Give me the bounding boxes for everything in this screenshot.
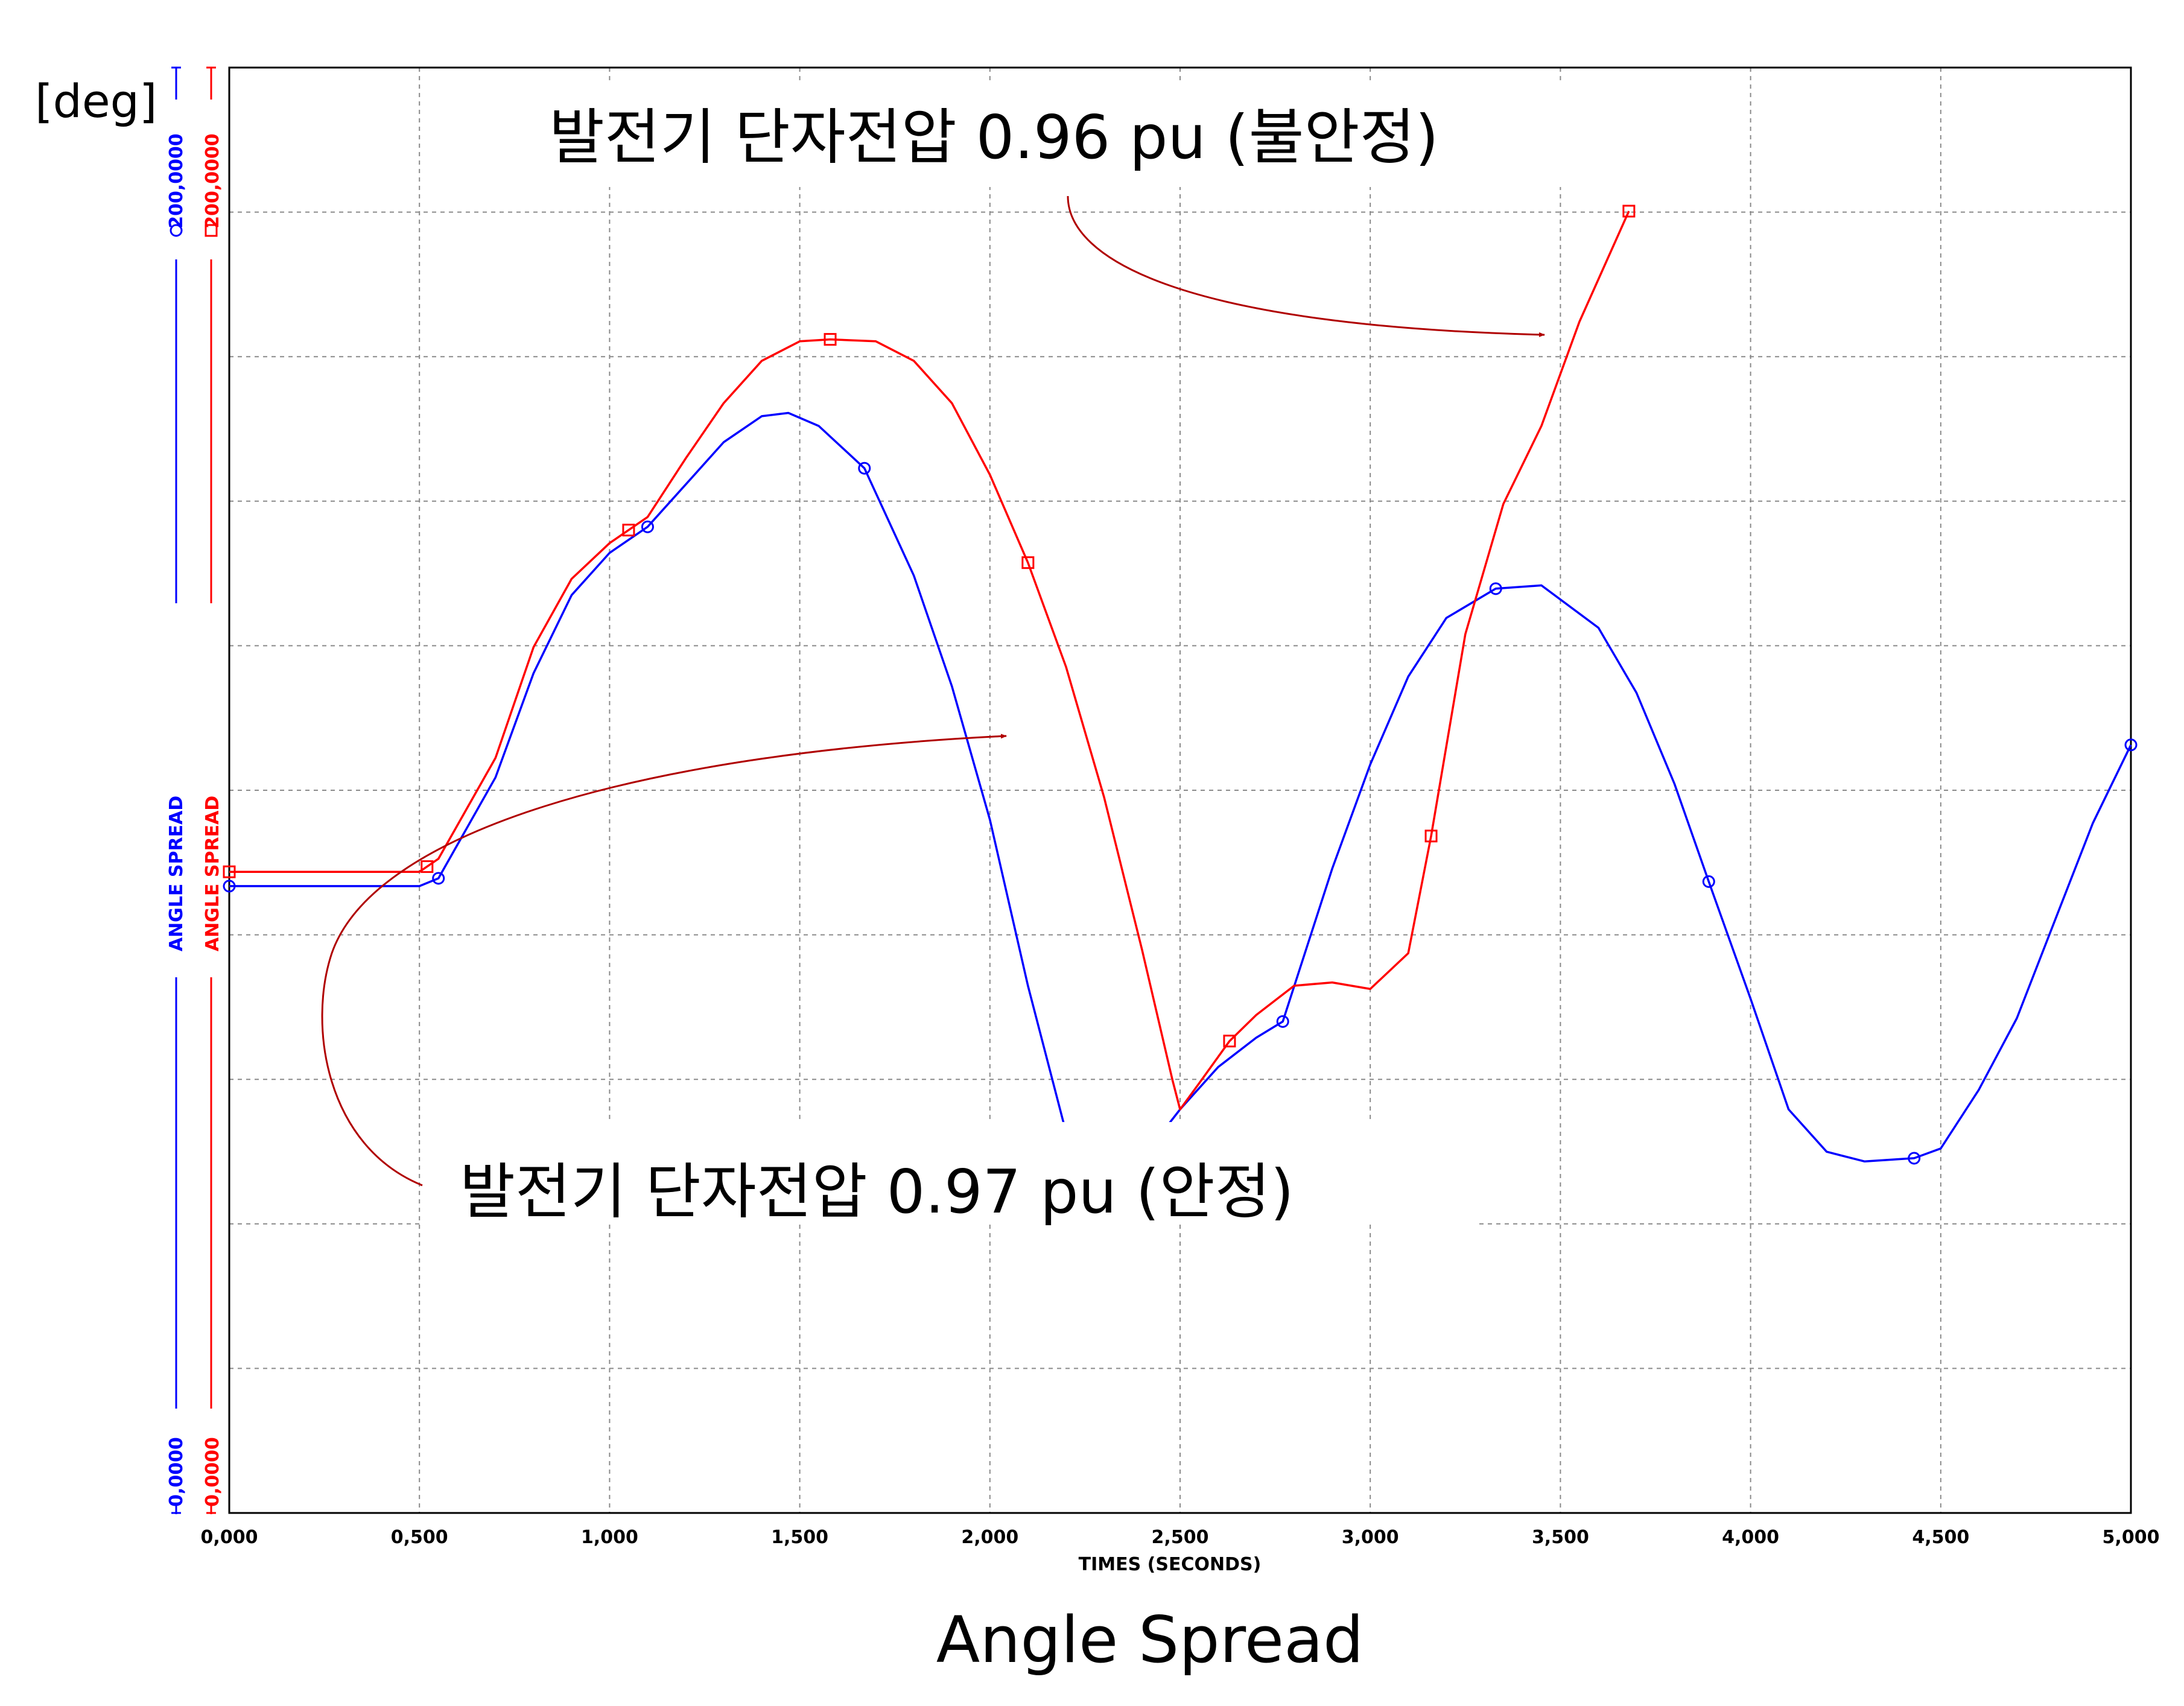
y-axis-1-min-label: 0,0000 <box>166 1437 187 1507</box>
grid-lines <box>229 68 2131 1513</box>
x-tick-label: 3,000 <box>1342 1527 1399 1548</box>
annotation-2-background <box>422 1122 1478 1225</box>
series-marker-square <box>1424 829 1438 843</box>
x-tick-label: 4,000 <box>1722 1527 1779 1548</box>
x-tick-label: 5,000 <box>2103 1527 2160 1548</box>
series-marker-circle <box>1702 875 1715 888</box>
series-line-2 <box>229 211 1630 1111</box>
series-marker-circle <box>432 872 445 885</box>
y-unit-label: [deg] <box>35 74 157 128</box>
series-marker-square <box>824 333 837 346</box>
y-axis-2-min-label: 0,0000 <box>202 1437 223 1507</box>
x-axis-label: TIMES (SECONDS) <box>1079 1554 1262 1575</box>
chart-title: Angle Spread <box>936 1603 1364 1677</box>
x-tick-label: 0,500 <box>391 1527 448 1548</box>
x-tick-label: 2,500 <box>1152 1527 1209 1548</box>
x-tick-labels: 0,000 0,500 1,000 1,500 2,000 2,500 3,000 3,500… <box>201 1527 2160 1548</box>
y-axis-1-label: ANGLE SPREAD <box>166 796 187 951</box>
series-marker-circle <box>2124 738 2138 752</box>
y-axis-2-label: ANGLE SPREAD <box>202 796 223 951</box>
series-line-1 <box>229 411 2132 1179</box>
series-marker-circle <box>1489 582 1502 595</box>
plot-frame <box>228 66 2132 1514</box>
x-tick-label: 3,500 <box>1532 1527 1589 1548</box>
y-axis-1-max-label: 200,0000 <box>166 133 187 229</box>
annotation-stable-arrow <box>321 734 1007 1187</box>
y-axis-bars <box>170 66 218 1514</box>
legend-marker-square <box>205 224 218 237</box>
legend-marker-circle <box>170 224 183 237</box>
series-marker-circle <box>1276 1015 1289 1028</box>
series-marker-circle <box>223 880 236 893</box>
x-tick-label: 2,000 <box>961 1527 1018 1548</box>
annotation-unstable-arrow <box>1067 195 1545 337</box>
series-marker-circle <box>858 461 871 475</box>
x-tick-label: 4,500 <box>1912 1527 1969 1548</box>
y-axis-1-labels: 200,0000 ANGLE SPREAD 0,0000 <box>166 133 187 1507</box>
series-marker-square <box>421 860 434 874</box>
x-tick-label: 1,500 <box>771 1527 828 1548</box>
x-tick-label: 0,000 <box>201 1527 258 1548</box>
annotation-1-background <box>531 84 1617 187</box>
series-marker-circle <box>641 520 654 533</box>
y-axis-2-labels: 200,0000 ANGLE SPREAD 0,0000 <box>202 133 223 1507</box>
series-marker-square <box>622 524 635 537</box>
x-tick-label: 1,000 <box>581 1527 638 1548</box>
series-marker-square <box>1622 205 1636 218</box>
annotation-unstable-text: 발전기 단자전압 0.96 pu (불안정) <box>549 102 1439 173</box>
series-group <box>223 205 2138 1179</box>
series-marker-circle <box>1908 1152 1921 1165</box>
series-marker-square <box>223 865 236 878</box>
series-marker-square <box>1021 556 1035 569</box>
series-marker-square <box>1223 1035 1236 1048</box>
annotation-stable-text: 발전기 단자전압 0.97 pu (안정) <box>460 1156 1294 1227</box>
y-axis-2-max-label: 200,0000 <box>202 133 223 229</box>
